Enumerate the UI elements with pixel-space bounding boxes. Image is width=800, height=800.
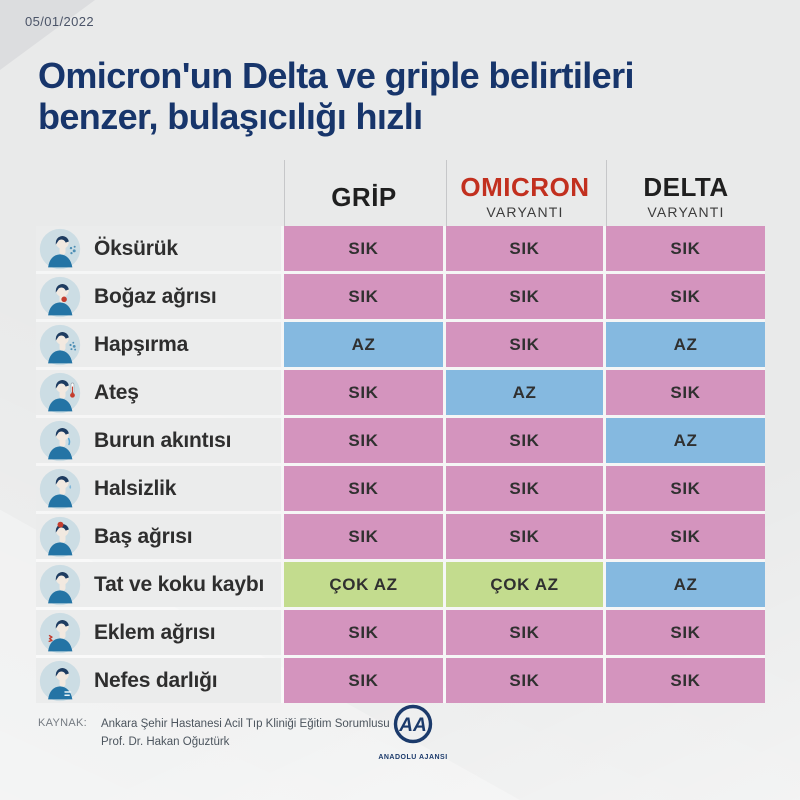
symptom-label: Burun akıntısı [94, 428, 232, 452]
source-line-2: Prof. Dr. Hakan Oğuztürk [100, 735, 230, 748]
title-line-1: Omicron'un Delta ve griple belirtileri [38, 55, 635, 96]
symptom-cell: Baş ağrısı [36, 514, 281, 559]
value-cell-omicron: SIK [446, 274, 603, 319]
value-cell-grip: SIK [284, 658, 443, 703]
symptom-cell: Öksürük [36, 226, 281, 271]
header-omicron-label: OMICRON [460, 172, 590, 202]
value-cell-grip: SIK [284, 274, 443, 319]
value-cell-omicron: SIK [446, 658, 603, 703]
value-cell-omicron: SIK [446, 226, 603, 271]
value-cell-delta: SIK [606, 274, 765, 319]
header-grip-label: GRİP [331, 182, 397, 212]
symptom-label: Boğaz ağrısı [94, 284, 217, 308]
symptom-label: Ateş [94, 380, 139, 404]
source-label: KAYNAK: [38, 717, 87, 729]
symptom-cell: Tat ve koku kaybı [36, 562, 281, 607]
aa-logo-icon: AA [393, 704, 433, 744]
value-cell-delta: SIK [606, 466, 765, 511]
symptom-label: Baş ağrısı [94, 524, 193, 548]
value-cell-omicron: ÇOK AZ [446, 562, 603, 607]
value-cell-omicron: SIK [446, 322, 603, 367]
source-text: Ankara Şehir Hastanesi Acil Tıp Kliniği … [101, 716, 390, 752]
value-cell-delta: SIK [606, 514, 765, 559]
value-cell-omicron: SIK [446, 466, 603, 511]
value-cell-grip: SIK [284, 466, 443, 511]
aa-logo-caption: ANADOLU AJANSI [378, 754, 448, 761]
fever-icon [38, 371, 82, 415]
symptom-cell: Halsizlik [36, 466, 281, 511]
cough-icon [38, 227, 82, 271]
header-omicron: OMICRON VARYANTI [446, 160, 603, 226]
symptom-label: Hapşırma [94, 332, 189, 356]
value-cell-delta: SIK [606, 658, 765, 703]
title-line-2: benzer, bulaşıcılığı hızlı [38, 96, 423, 137]
value-cell-delta: SIK [606, 370, 765, 415]
symptom-cell: Eklem ağrısı [36, 610, 281, 655]
header-delta-sublabel: VARYANTI [647, 204, 725, 220]
value-cell-omicron: AZ [446, 370, 603, 415]
header-omicron-sublabel: VARYANTI [486, 204, 564, 220]
breath-shortness-icon [38, 659, 82, 703]
anadolu-ajansi-logo: AA ANADOLU AJANSI [377, 702, 449, 761]
value-cell-delta: AZ [606, 562, 765, 607]
header-spacer [36, 160, 281, 226]
page-title: Omicron'un Delta ve griple belirtileri b… [38, 55, 778, 137]
symptom-label: Tat ve koku kaybı [94, 572, 265, 596]
fatigue-icon [38, 467, 82, 511]
value-cell-delta: SIK [606, 610, 765, 655]
value-cell-grip: SIK [284, 514, 443, 559]
symptom-cell: Burun akıntısı [36, 418, 281, 463]
date: 05/01/2022 [25, 14, 95, 29]
header-grip: GRİP [284, 160, 443, 226]
table-body: Öksürük SIK SIK SIK Boğaz ağrısı SIK SIK SIK Hap… [36, 226, 765, 703]
header-delta-label: DELTA [643, 172, 729, 202]
symptom-cell: Boğaz ağrısı [36, 274, 281, 319]
source-note: KAYNAK: Ankara Şehir Hastanesi Acil Tıp … [38, 716, 390, 752]
value-cell-delta: SIK [606, 226, 765, 271]
symptom-cell: Ateş [36, 370, 281, 415]
value-cell-grip: SIK [284, 610, 443, 655]
symptom-label: Halsizlik [94, 476, 177, 500]
value-cell-grip: SIK [284, 370, 443, 415]
runny-nose-icon [38, 419, 82, 463]
symptom-label: Nefes darlığı [94, 668, 218, 692]
symptom-cell: Hapşırma [36, 322, 281, 367]
symptom-cell: Nefes darlığı [36, 658, 281, 703]
value-cell-omicron: SIK [446, 418, 603, 463]
source-line-1: Ankara Şehir Hastanesi Acil Tıp Kliniği … [100, 718, 390, 730]
value-cell-grip: SIK [284, 418, 443, 463]
value-cell-grip: SIK [284, 226, 443, 271]
headache-icon [38, 515, 82, 559]
joint-pain-icon [38, 611, 82, 655]
symptom-label: Eklem ağrısı [94, 620, 216, 644]
value-cell-delta: AZ [606, 418, 765, 463]
header-delta: DELTA VARYANTI [606, 160, 765, 226]
sore-throat-icon [38, 275, 82, 319]
value-cell-grip: AZ [284, 322, 443, 367]
value-cell-omicron: SIK [446, 514, 603, 559]
symptom-label: Öksürük [94, 236, 178, 260]
svg-text:AA: AA [398, 715, 426, 736]
value-cell-delta: AZ [606, 322, 765, 367]
taste-smell-loss-icon [38, 563, 82, 607]
sneezing-icon [38, 323, 82, 367]
value-cell-grip: ÇOK AZ [284, 562, 443, 607]
symptom-table: GRİP OMICRON VARYANTI DELTA VARYANTI Öks… [36, 160, 765, 703]
table-header: GRİP OMICRON VARYANTI DELTA VARYANTI [36, 160, 765, 226]
value-cell-omicron: SIK [446, 610, 603, 655]
